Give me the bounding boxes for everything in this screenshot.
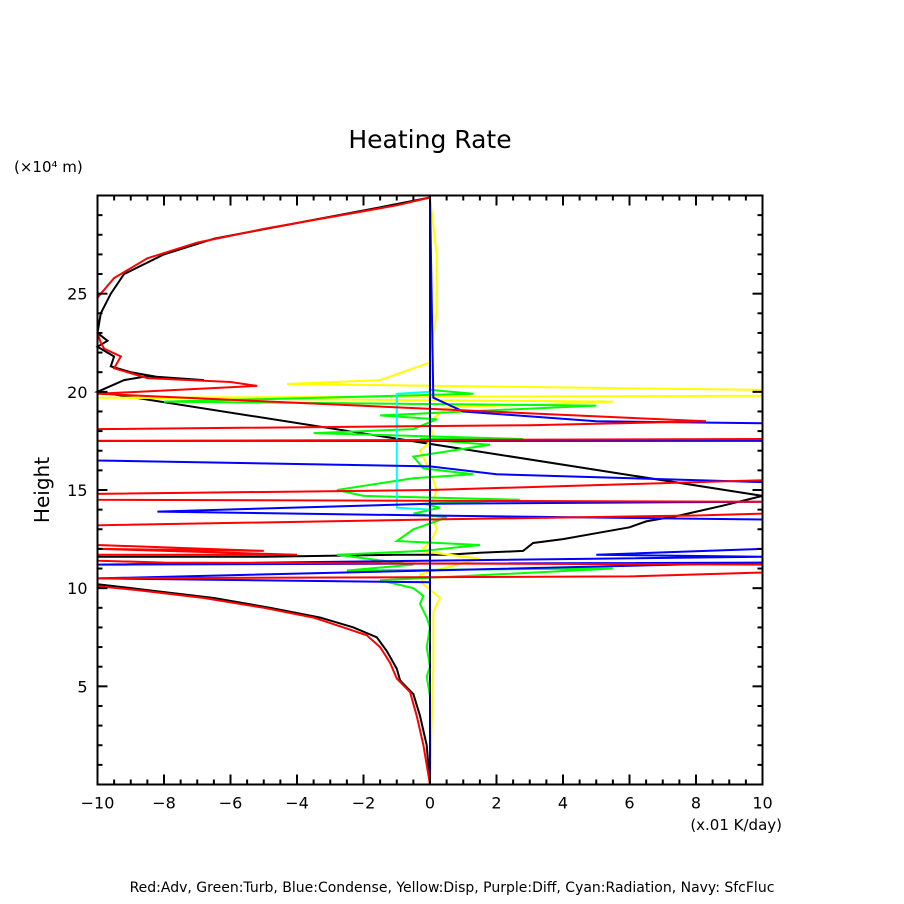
x-tick-label: −6 xyxy=(219,794,243,813)
y-tick-label: 25 xyxy=(67,285,87,304)
series-layer xyxy=(93,196,764,785)
y-axis: 5 10 15 20 25 xyxy=(67,214,763,766)
x-tick-label: −10 xyxy=(81,794,115,813)
x-axis: −10 −8 −6 −4 −2 0 2 4 6 8 10 xyxy=(81,195,773,813)
y-unit-label: (×10⁴ m) xyxy=(14,158,83,176)
series-line-total xyxy=(93,196,763,785)
x-tick-label: 2 xyxy=(491,794,501,813)
x-tick-label: −8 xyxy=(152,794,176,813)
y-tick-label: 20 xyxy=(67,383,87,402)
series-line-condense xyxy=(96,197,764,785)
legend-text: Red:Adv, Green:Turb, Blue:Condense, Yell… xyxy=(130,880,775,896)
x-tick-label: 8 xyxy=(691,794,701,813)
y-tick-label: 10 xyxy=(67,579,87,598)
x-tick-label: 6 xyxy=(624,794,634,813)
x-tick-label: −2 xyxy=(352,794,376,813)
x-axis-label: (x.01 K/day) xyxy=(690,816,782,834)
y-axis-label: Height xyxy=(30,457,54,523)
x-tick-label: −4 xyxy=(285,794,309,813)
y-tick-label: 5 xyxy=(77,677,87,696)
series-line-disp xyxy=(97,197,764,785)
y-tick-label: 15 xyxy=(67,481,87,500)
chart-title: Heating Rate xyxy=(348,125,511,154)
series-line-radiation xyxy=(395,390,431,511)
x-tick-label: 4 xyxy=(558,794,568,813)
x-tick-label: 10 xyxy=(752,794,772,813)
series-line-turb xyxy=(163,388,613,785)
x-tick-label: 0 xyxy=(425,794,435,813)
